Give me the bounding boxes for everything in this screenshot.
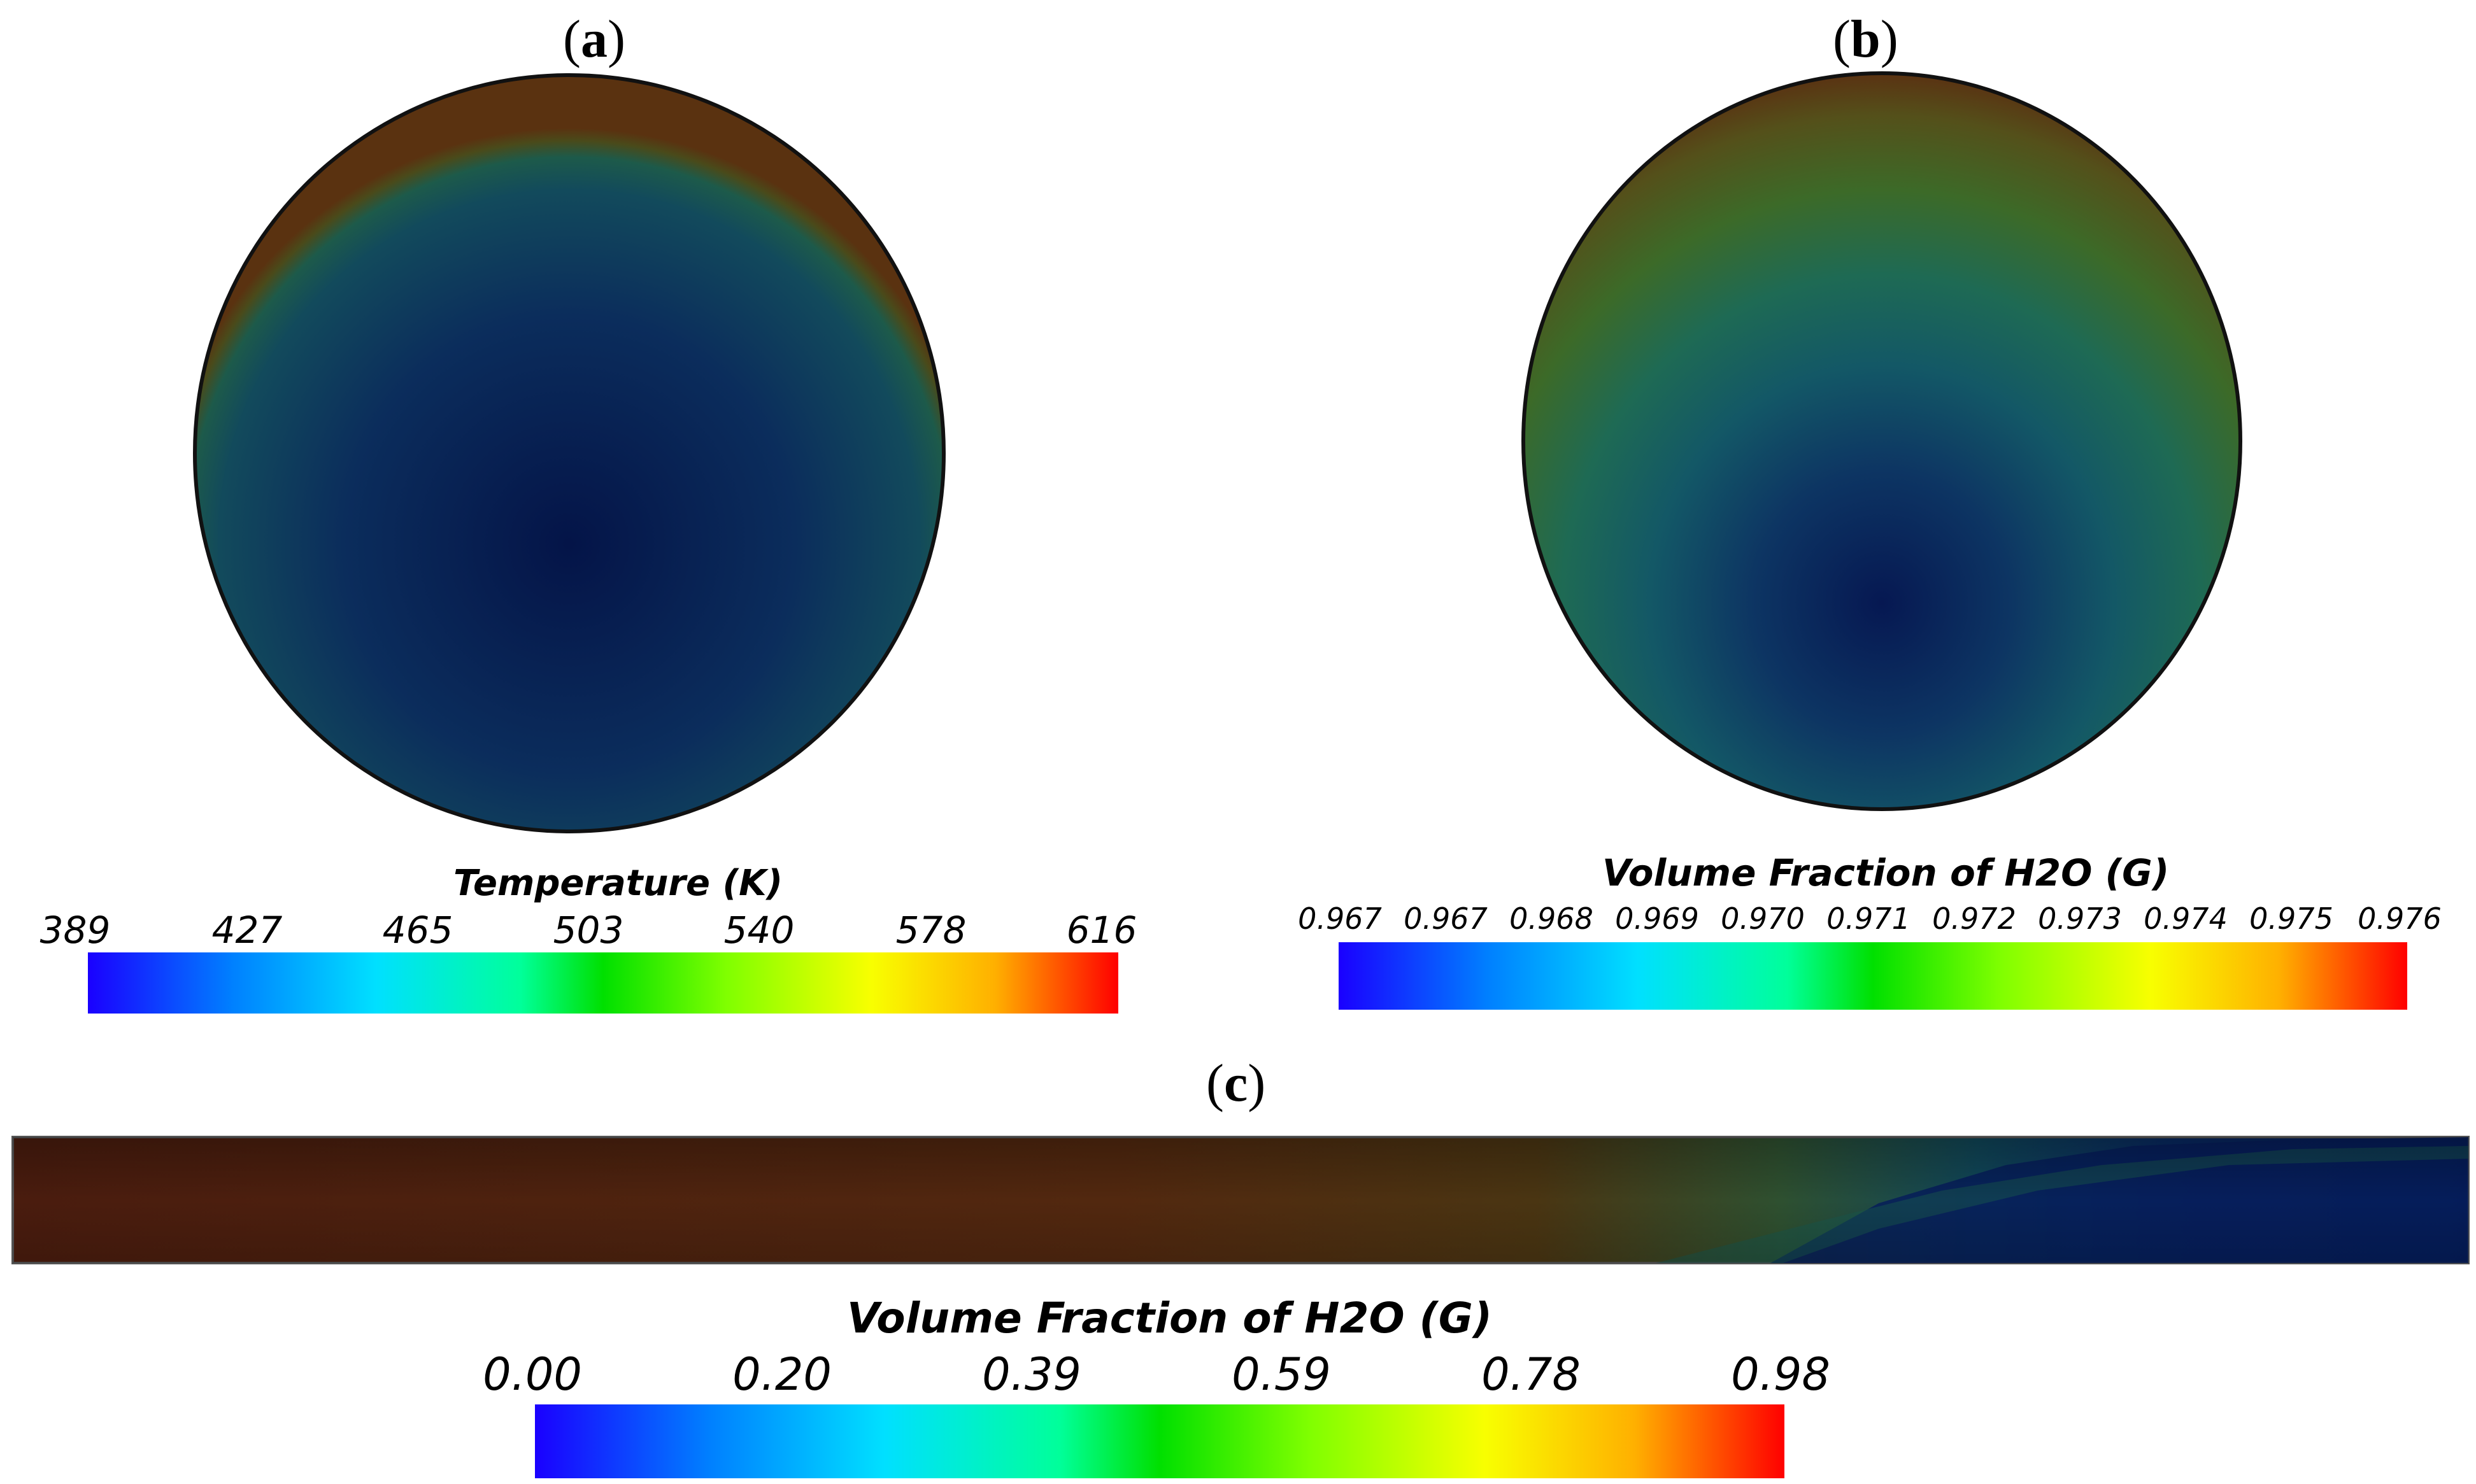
- colorbar-b-tick: 0.971: [1826, 901, 1910, 936]
- colorbar-c-tick: 0.20: [732, 1348, 832, 1401]
- colorbar-c-tick: 0.39: [982, 1348, 1081, 1401]
- colorbar-b-tick: 0.968: [1509, 901, 1593, 936]
- colorbar-b-tick: 0.972: [1932, 901, 2016, 936]
- panel-label-b: (b): [1833, 10, 1898, 69]
- colorbar-a-tick: 616: [1066, 908, 1137, 952]
- colorbar-c-tick: 0.59: [1232, 1348, 1331, 1401]
- colorbar-b-title: Volume Fraction of H2O (G): [1602, 851, 2170, 894]
- colorbar-c-tick: 0.00: [483, 1348, 582, 1401]
- colorbar-a-tick: 503: [553, 908, 624, 952]
- colorbar-a-tick: 465: [382, 908, 453, 952]
- colorbar-b-tick: 0.974: [2144, 901, 2228, 936]
- colorbar-b-tick: 0.973: [2038, 901, 2122, 936]
- panel-c-letter: c: [1223, 1054, 1248, 1113]
- h2o-fraction-contour-strip: [11, 1136, 2470, 1264]
- colorbar-c-tick: 0.98: [1731, 1348, 1830, 1401]
- colorbar-a-gradient: [88, 952, 1118, 1014]
- colorbar-b-tick: 0.975: [2249, 901, 2333, 936]
- panel-a-letter: a: [580, 10, 608, 69]
- colorbar-b-tick: 0.967: [1298, 901, 1382, 936]
- colorbar-b-tick: 0.976: [2358, 901, 2442, 936]
- colorbar-a-tick: 389: [39, 908, 111, 952]
- colorbar-b-tick: 0.967: [1404, 901, 1488, 936]
- colorbar-a-tick: 427: [211, 908, 283, 952]
- colorbar-a-tick: 540: [723, 908, 795, 952]
- colorbar-a-tick: 578: [895, 908, 967, 952]
- colorbar-c-title: Volume Fraction of H2O (G): [847, 1294, 1493, 1343]
- colorbar-c-tick: 0.78: [1481, 1348, 1581, 1401]
- panel-label-c: (c): [1206, 1054, 1266, 1113]
- panel-label-a: (a): [563, 10, 625, 69]
- panel-b-letter: b: [1850, 10, 1881, 69]
- temperature-contour-disc: [193, 73, 946, 833]
- colorbar-c-gradient: [535, 1404, 1784, 1478]
- colorbar-a-title: Temperature (K): [453, 863, 783, 904]
- colorbar-b-gradient: [1339, 942, 2407, 1010]
- h2o-fraction-contour-disc: [1521, 71, 2242, 811]
- colorbar-b-tick: 0.969: [1615, 901, 1699, 936]
- colorbar-b-tick: 0.970: [1721, 901, 1805, 936]
